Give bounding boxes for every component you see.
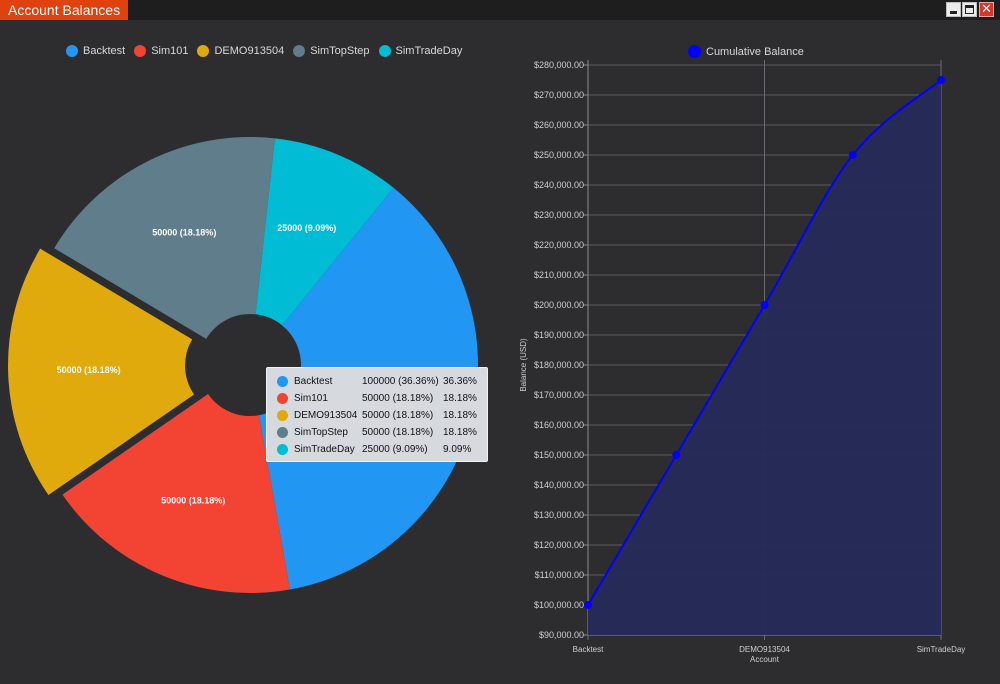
tooltip-value: 100000 (36.36%): [362, 376, 439, 387]
legend-label: Sim101: [151, 45, 189, 57]
y-tick-label: $140,000.00: [534, 480, 584, 490]
y-tick-label: $220,000.00: [534, 240, 584, 250]
y-tick-label: $200,000.00: [534, 300, 584, 310]
tooltip-percent: 36.36%: [443, 376, 477, 387]
pie-slice-sim101: [62, 393, 290, 593]
legend-item-simtopstep[interactable]: SimTopStep: [293, 45, 370, 57]
x-axis-title: Account: [750, 655, 780, 664]
tooltip-name: SimTopStep: [294, 427, 348, 438]
pie-legend: Backtest Sim101 DEMO913504 SimTopStep Si…: [66, 45, 462, 57]
tooltip-percent: 18.18%: [443, 427, 477, 438]
legend-item-backtest[interactable]: Backtest: [66, 45, 125, 57]
pie-slice-simtradeday: [255, 138, 394, 326]
legend-label: SimTopStep: [310, 45, 370, 57]
balance-line: [587, 79, 942, 606]
y-tick-label: $100,000.00: [534, 600, 584, 610]
y-tick-label: $130,000.00: [534, 510, 584, 520]
close-icon: ✕: [981, 1, 992, 16]
tooltip-swatch: [277, 427, 288, 438]
tooltip-row: DEMO913504 50000 (18.18%) 18.18%: [277, 407, 487, 424]
data-point: [672, 451, 681, 459]
minimize-button[interactable]: [946, 2, 961, 17]
y-tick-label: $230,000.00: [534, 210, 584, 220]
legend-swatch: [688, 45, 701, 58]
x-tick-label: SimTradeDay: [917, 645, 966, 654]
y-tick-label: $170,000.00: [534, 390, 584, 400]
minimize-icon: [950, 11, 957, 14]
tooltip-value: 25000 (9.09%): [362, 444, 428, 455]
legend-item-sim101[interactable]: Sim101: [134, 45, 188, 57]
pie-slice-demo913504: [8, 248, 195, 496]
x-tick-label: Backtest: [573, 645, 604, 654]
slice-label: 25000 (9.09%): [277, 223, 336, 233]
legend-label: SimTradeDay: [395, 45, 463, 57]
tooltip-swatch: [277, 444, 288, 455]
area-fill: [588, 80, 941, 635]
y-tick-label: $190,000.00: [534, 330, 584, 340]
legend-item-demo913504[interactable]: DEMO913504: [197, 45, 284, 57]
legend-swatch: [134, 45, 147, 57]
y-tick-label: $150,000.00: [534, 450, 584, 460]
legend-swatch: [66, 45, 78, 57]
line-legend: Cumulative Balance: [688, 45, 804, 58]
y-tick-label: $120,000.00: [534, 540, 584, 550]
tooltip-value: 50000 (18.18%): [362, 410, 434, 421]
tooltip-name: SimTradeDay: [294, 444, 355, 455]
tooltip-percent: 18.18%: [443, 393, 477, 404]
legend-label: Backtest: [83, 45, 126, 57]
tooltip-swatch: [277, 393, 288, 404]
close-button[interactable]: ✕: [979, 1, 994, 17]
tooltip-name: Backtest: [294, 376, 333, 387]
tooltip-row: SimTopStep 50000 (18.18%) 18.18%: [277, 424, 487, 441]
y-tick-label: $180,000.00: [534, 360, 584, 370]
tooltip-row: SimTradeDay 25000 (9.09%) 9.09%: [277, 441, 487, 458]
maximize-button[interactable]: [962, 2, 977, 17]
legend-swatch: [293, 45, 306, 57]
slice-label: 50000 (18.18%): [57, 365, 121, 375]
tooltip-row: Backtest 100000 (36.36%) 36.36%: [277, 373, 487, 390]
data-point: [584, 601, 592, 609]
data-point: [760, 301, 769, 309]
tooltip-row: Sim101 50000 (18.18%) 18.18%: [277, 390, 487, 407]
data-point: [937, 76, 945, 84]
y-tick-label: $250,000.00: [534, 150, 584, 160]
legend-item-simtradeday[interactable]: SimTradeDay: [378, 45, 463, 57]
x-tick-label: DEMO913504: [739, 645, 790, 654]
tooltip-name: DEMO913504: [294, 410, 358, 421]
pie-slice-simtopstep: [54, 137, 275, 339]
slice-label: 50000 (18.18%): [161, 496, 225, 506]
y-tick-label: $240,000.00: [534, 180, 584, 190]
tooltip-swatch: [277, 410, 288, 421]
tooltip-percent: 9.09%: [443, 444, 472, 455]
y-tick-label: $260,000.00: [534, 120, 584, 130]
legend-swatch: [197, 45, 210, 57]
y-tick-label: $160,000.00: [534, 420, 584, 430]
y-tick-label: $90,000.00: [539, 630, 584, 640]
window-titlebar: Account Balances ✕: [0, 0, 1000, 20]
pie-tooltip: Backtest 100000 (36.36%) 36.36% Sim101 5000…: [266, 367, 488, 462]
y-tick-label: $280,000.00: [534, 60, 584, 70]
tooltip-swatch: [277, 376, 288, 387]
tooltip-name: Sim101: [294, 393, 328, 404]
window-title: Account Balances: [0, 0, 129, 20]
legend-label[interactable]: Cumulative Balance: [706, 45, 804, 58]
maximize-icon: [965, 5, 974, 14]
y-tick-label: $270,000.00: [534, 90, 584, 100]
legend-swatch: [378, 45, 391, 57]
y-tick-label: $210,000.00: [534, 270, 584, 280]
tooltip-value: 50000 (18.18%): [362, 427, 434, 438]
tooltip-value: 50000 (18.18%): [362, 393, 434, 404]
y-tick-label: $110,000.00: [535, 570, 584, 580]
slice-label: 50000 (18.18%): [152, 227, 216, 237]
tooltip-percent: 18.18%: [443, 410, 477, 421]
y-axis-title: Balance (USD): [519, 338, 528, 392]
data-point: [848, 151, 857, 159]
legend-label: DEMO913504: [214, 45, 285, 57]
